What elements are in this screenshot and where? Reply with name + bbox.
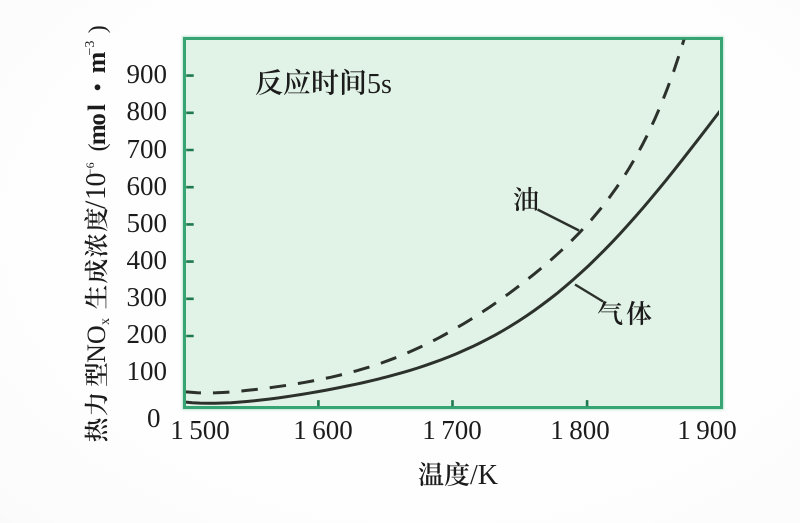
svg-text:1: 1 [81,186,112,200]
svg-text:m: m [84,124,111,145]
svg-text:N: N [82,344,111,363]
svg-text:−6: −6 [83,162,97,175]
svg-text:(: ( [85,143,111,151]
svg-text:0: 0 [81,173,112,187]
svg-text:o: o [84,113,111,126]
svg-text:): ) [85,25,111,33]
svg-text:/: / [79,200,112,209]
svg-text:O: O [82,325,111,344]
svg-text:−3: −3 [83,41,98,56]
svg-text:l: l [84,104,111,111]
svg-text:x: x [98,318,113,325]
svg-text:m: m [82,51,111,73]
